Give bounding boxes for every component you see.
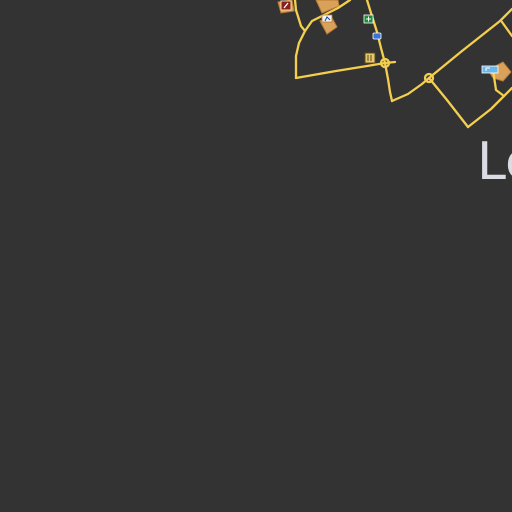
- road: [365, 0, 387, 65]
- road: [294, 0, 352, 80]
- road: [293, 0, 307, 33]
- building: [315, 0, 340, 14]
- road: [466, 86, 512, 129]
- pharmacy-icon[interactable]: [363, 14, 374, 24]
- place-label: Le: [477, 132, 512, 192]
- road: [500, 20, 512, 38]
- road: [383, 61, 394, 103]
- road: [491, 68, 506, 98]
- parking-icon[interactable]: [481, 65, 499, 74]
- road: [390, 76, 431, 103]
- fire-station-icon[interactable]: [280, 0, 292, 11]
- roads: [293, 0, 512, 129]
- road: [427, 76, 470, 129]
- accessible-icon[interactable]: [321, 14, 333, 23]
- roundabout: [423, 72, 435, 84]
- roundabout: [379, 57, 391, 69]
- bus-stop-icon[interactable]: [372, 32, 382, 40]
- road: [427, 7, 512, 80]
- road: [294, 61, 387, 80]
- restaurant-icon[interactable]: [364, 52, 376, 64]
